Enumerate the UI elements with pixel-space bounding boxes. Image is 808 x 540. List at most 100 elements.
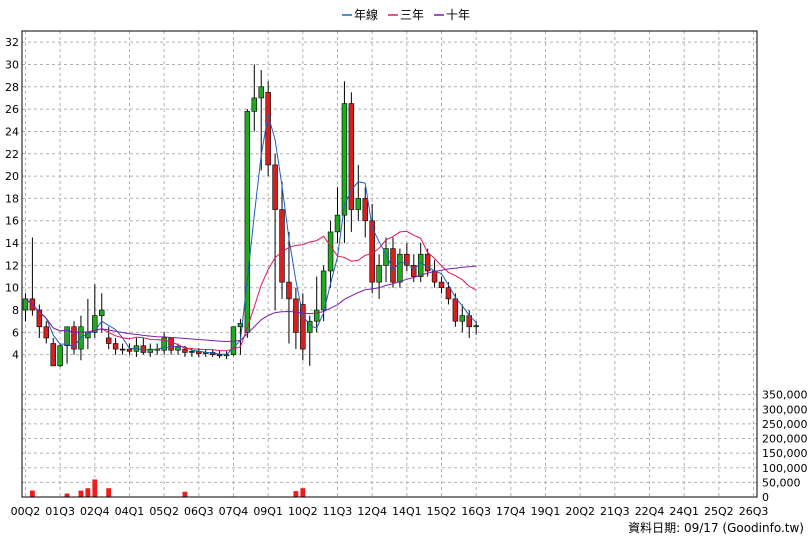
quarter-tick-label: 24Q1	[669, 505, 699, 518]
volume-bar	[64, 493, 70, 497]
quarter-tick-label: 26Q3	[739, 505, 769, 518]
candle-body	[105, 337, 112, 344]
candle-body	[78, 326, 84, 350]
quarter-tick-label: 05Q2	[149, 505, 179, 518]
candle-body	[417, 253, 424, 277]
volume-bar	[182, 491, 188, 497]
quarter-tick-label: 22Q4	[635, 505, 665, 518]
chart-legend: 年線 三年 十年	[342, 7, 470, 22]
candle-body	[258, 86, 264, 99]
volume-tick-label: 250,000	[762, 418, 808, 431]
candle-body	[459, 315, 466, 322]
legend-label-2: 十年	[446, 8, 470, 22]
chart-grid	[22, 31, 757, 498]
volume-tick-label: 0	[762, 491, 769, 504]
quarter-tick-label: 07Q4	[219, 505, 249, 518]
candle-body	[341, 103, 348, 216]
volume-tick-label: 350,000	[762, 389, 808, 402]
candle-body	[327, 231, 334, 272]
candle-body	[293, 298, 299, 333]
moving-average-lines	[25, 115, 477, 355]
price-tick-label: 16	[5, 215, 19, 228]
price-axis-ticks: 4 6 8 10 12 14 16 18 20 22 24 26 28 30 32	[5, 36, 19, 362]
candle-body	[431, 270, 438, 283]
candle-body	[244, 111, 251, 333]
price-tick-label: 10	[5, 282, 19, 295]
price-tick-label: 20	[5, 170, 19, 183]
candle-body	[71, 326, 77, 350]
volume-bar	[92, 479, 98, 497]
candle-body	[251, 97, 258, 112]
candle-body	[411, 265, 417, 277]
candle-body	[182, 348, 188, 353]
volume-bar	[300, 488, 306, 497]
volume-bar	[293, 491, 299, 497]
candle-body	[92, 315, 98, 333]
quarter-tick-label: 15Q2	[427, 505, 457, 518]
candle-body	[99, 309, 105, 316]
price-tick-label: 26	[5, 103, 19, 116]
candle-body	[279, 209, 285, 283]
candle-body	[36, 309, 43, 328]
price-tick-label: 12	[5, 259, 19, 272]
candle-body	[445, 287, 452, 300]
quarter-tick-label: 12Q4	[357, 505, 387, 518]
quarter-tick-label: 10Q2	[288, 505, 318, 518]
candle-body	[168, 337, 174, 351]
candle-body	[376, 265, 382, 283]
price-tick-label: 8	[12, 304, 19, 317]
candle-body	[126, 348, 133, 352]
quarter-tick-label: 20Q2	[565, 505, 595, 518]
ma-line-2	[25, 265, 477, 343]
quarter-tick-label: 21Q3	[600, 505, 630, 518]
candle-body	[397, 253, 403, 283]
quarter-tick-label: 09Q1	[253, 505, 283, 518]
volume-tick-label: 200,000	[762, 433, 808, 446]
candle-body	[147, 348, 154, 353]
candle-body	[272, 164, 278, 210]
price-candles	[22, 64, 479, 367]
quarter-tick-label: 00Q2	[11, 505, 41, 518]
candle-body	[265, 92, 271, 166]
candle-body	[438, 281, 445, 289]
price-tick-label: 18	[5, 192, 19, 205]
quarter-tick-label: 19Q1	[531, 505, 561, 518]
candle-body	[57, 345, 63, 367]
candle-body	[237, 323, 244, 328]
candle-body	[119, 348, 126, 351]
candle-body	[161, 337, 167, 351]
volume-bar	[29, 490, 35, 497]
volume-tick-label: 50,000	[762, 476, 801, 489]
volume-bar	[78, 490, 84, 497]
candle-body	[424, 253, 431, 272]
quarter-tick-label: 11Q3	[323, 505, 353, 518]
data-date-footer: 資料日期: 09/17 (Goodinfo.tw)	[628, 521, 804, 535]
volume-bar	[106, 488, 112, 497]
volume-tick-label: 300,000	[762, 403, 808, 416]
volume-bar	[85, 488, 91, 497]
candle-body	[300, 304, 306, 350]
candle-body	[43, 326, 49, 339]
candle-body	[286, 281, 292, 300]
candle-body	[355, 198, 362, 210]
legend-label-0: 年線	[354, 7, 378, 22]
quarter-tick-label: 06Q3	[184, 505, 214, 518]
candle-body	[313, 309, 320, 322]
candle-body	[320, 270, 327, 311]
price-tick-label: 22	[5, 148, 19, 161]
quarter-tick-label: 17Q4	[496, 505, 526, 518]
volume-tick-label: 100,000	[762, 462, 808, 475]
quarter-tick-label: 04Q1	[115, 505, 145, 518]
price-tick-label: 6	[12, 326, 19, 339]
candle-body	[383, 248, 389, 266]
legend-label-1: 三年	[400, 8, 424, 22]
candle-body	[473, 325, 479, 328]
quarter-tick-label: 14Q1	[392, 505, 422, 518]
price-tick-label: 30	[5, 58, 19, 71]
quarter-tick-label: 16Q3	[461, 505, 491, 518]
candle-body	[64, 326, 70, 347]
quarter-tick-label: 25Q2	[704, 505, 734, 518]
plot-frame	[21, 30, 758, 498]
